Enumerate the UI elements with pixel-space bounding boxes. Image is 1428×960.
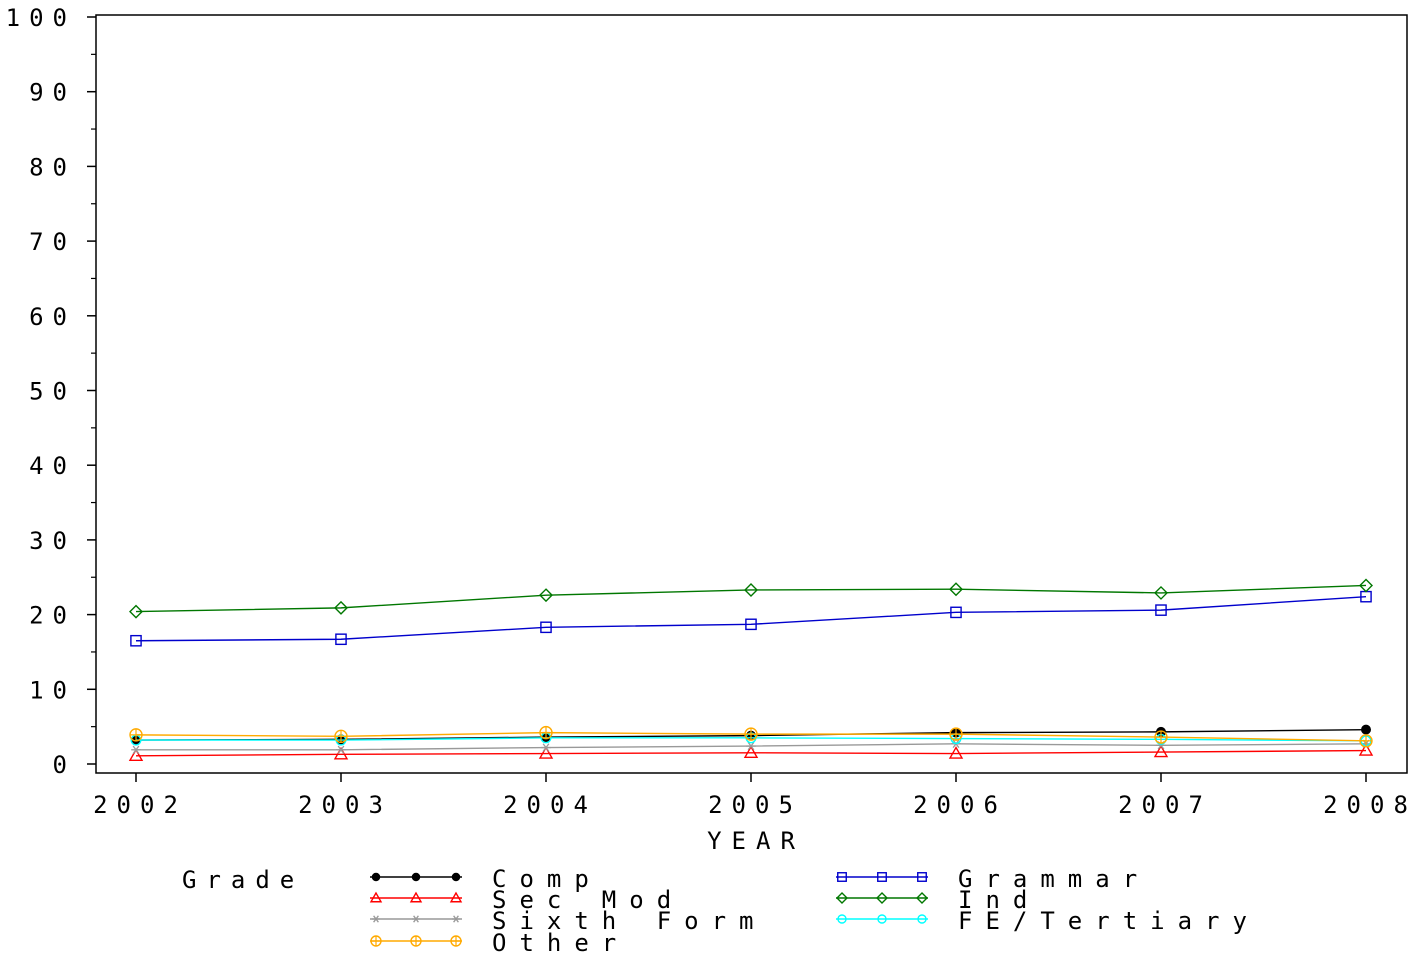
- marker-triangle: [538, 746, 554, 759]
- marker-square: [540, 621, 552, 634]
- marker-filled-circle: [1361, 724, 1371, 735]
- y-tick-label: 60: [29, 303, 76, 331]
- marker-triangle: [449, 891, 463, 903]
- marker-diamond: [334, 600, 348, 615]
- legend-label: Ind: [958, 886, 1040, 914]
- y-tick-label: 80: [29, 153, 76, 181]
- legend-entry: Sec Mod: [369, 886, 684, 914]
- marker-star: [412, 915, 420, 923]
- series-grammar: [130, 590, 1372, 647]
- x-axis-title: YEAR: [707, 827, 805, 855]
- marker-diamond: [744, 582, 758, 597]
- marker-circle: [837, 914, 847, 924]
- marker-star: [372, 915, 380, 923]
- marker-star: [541, 743, 551, 752]
- series-other: [129, 725, 1373, 748]
- marker-crossed-circle: [410, 935, 422, 947]
- marker-crossed-circle: [334, 729, 348, 744]
- y-tick-label: 20: [29, 602, 76, 630]
- legend-label: FE/Tertiary: [958, 907, 1260, 935]
- marker-diamond: [129, 604, 143, 619]
- marker-diamond: [539, 588, 553, 603]
- legend-title: Grade: [182, 866, 304, 894]
- marker-crossed-circle: [370, 935, 382, 947]
- marker-star: [452, 915, 460, 923]
- marker-circle: [917, 914, 927, 924]
- marker-circle: [877, 914, 887, 924]
- x-tick-label: 2007: [1118, 791, 1212, 819]
- marker-triangle: [1358, 743, 1374, 756]
- marker-square: [130, 634, 142, 647]
- marker-diamond: [916, 892, 928, 904]
- y-tick-label: 10: [29, 676, 76, 704]
- series-line: [135, 749, 1367, 757]
- series-ind: [129, 578, 1373, 619]
- y-tick-label: 30: [29, 527, 76, 555]
- marker-crossed-circle: [744, 727, 758, 741]
- x-tick-label: 2005: [708, 791, 802, 819]
- x-tick-label: 2008: [1323, 791, 1417, 819]
- marker-square: [950, 606, 962, 619]
- marker-diamond: [1154, 585, 1168, 600]
- marker-crossed-circle: [539, 725, 553, 740]
- marker-square: [877, 872, 887, 882]
- legend-label: Other: [492, 929, 629, 955]
- y-tick-label: 70: [29, 228, 76, 256]
- x-tick-label: 2006: [913, 791, 1007, 819]
- marker-square: [837, 872, 847, 882]
- marker-star: [746, 741, 756, 751]
- marker-star: [336, 745, 346, 755]
- x-tick-label: 2003: [298, 791, 392, 819]
- legend: Grade Comp Grammar Sec Mod Ind Sixth Form FE/T…: [182, 865, 1260, 957]
- legend-entry: Other: [370, 929, 629, 957]
- marker-square: [745, 618, 757, 631]
- legend-label: Sixth Form: [492, 907, 767, 935]
- legend-label: Grammar: [958, 865, 1150, 893]
- legend-label: Sec Mod: [492, 886, 684, 914]
- marker-square: [1155, 604, 1167, 616]
- plot-series: [128, 578, 1374, 761]
- marker-triangle: [948, 746, 964, 759]
- marker-filled-circle: [451, 872, 461, 882]
- marker-filled-circle: [411, 872, 421, 882]
- y-tick-label: 100: [6, 4, 76, 32]
- marker-diamond: [836, 892, 848, 904]
- series-line: [135, 595, 1367, 642]
- marker-crossed-circle: [129, 728, 143, 742]
- legend-entry: Sixth Form: [370, 907, 767, 935]
- legend-entry: Comp: [370, 865, 602, 893]
- legend-label: Comp: [492, 865, 602, 893]
- marker-square: [335, 633, 347, 646]
- plot-frame: [95, 14, 1408, 774]
- marker-square: [917, 872, 927, 882]
- marker-crossed-circle: [1154, 730, 1168, 744]
- y-tick-label: 90: [29, 79, 76, 107]
- marker-diamond: [1359, 578, 1373, 593]
- marker-diamond: [876, 892, 888, 904]
- marker-triangle: [743, 745, 759, 758]
- marker-crossed-circle: [949, 727, 963, 741]
- axes: 0 10 20 30 40 50 60 70 80 90 100 2002 2003 2004 2005 20…: [6, 4, 1417, 855]
- marker-diamond: [949, 582, 963, 597]
- y-tick-label: 50: [29, 378, 76, 406]
- legend-entry: Ind: [836, 886, 1040, 914]
- marker-crossed-circle: [1359, 734, 1373, 748]
- marker-triangle: [1153, 744, 1169, 758]
- y-tick-label: 40: [29, 452, 76, 480]
- marker-triangle: [128, 748, 144, 761]
- marker-triangle: [369, 891, 383, 903]
- x-tick-label: 2002: [93, 791, 187, 819]
- x-tick-label: 2004: [503, 791, 597, 819]
- marker-crossed-circle: [450, 935, 462, 947]
- legend-entry: Grammar: [836, 865, 1150, 893]
- marker-filled-circle: [371, 872, 381, 882]
- series-line: [135, 584, 1367, 613]
- y-tick-label: 0: [53, 751, 76, 779]
- marker-star: [131, 745, 141, 755]
- legend-entry: FE/Tertiary: [836, 907, 1260, 935]
- marker-triangle: [409, 891, 423, 903]
